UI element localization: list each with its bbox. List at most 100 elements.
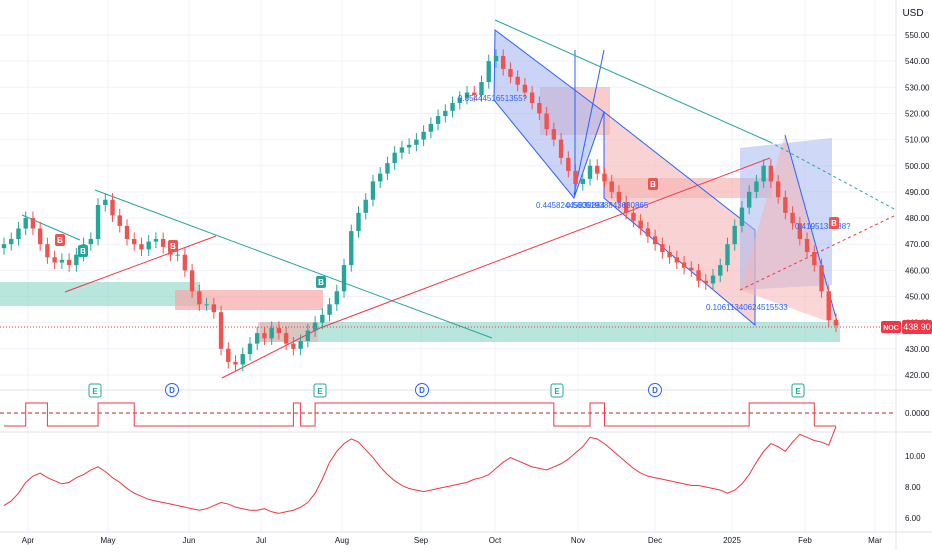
- candle-body[interactable]: [189, 270, 195, 292]
- candle-body[interactable]: [45, 244, 50, 258]
- candle-body[interactable]: [515, 76, 520, 85]
- candle-body[interactable]: [660, 244, 665, 253]
- candle-body[interactable]: [768, 165, 774, 182]
- candle-body[interactable]: [529, 92, 535, 103]
- candle-body[interactable]: [790, 212, 795, 224]
- candlestick-series[interactable]: [1, 49, 839, 372]
- candle-body[interactable]: [414, 139, 419, 145]
- candle-body[interactable]: [833, 320, 839, 326]
- candle-body[interactable]: [537, 102, 542, 114]
- candle-body[interactable]: [674, 257, 680, 263]
- candle-body[interactable]: [59, 259, 65, 263]
- candle-body[interactable]: [501, 55, 506, 69]
- candle-body[interactable]: [508, 68, 513, 77]
- candle-body[interactable]: [363, 199, 368, 213]
- candle-body[interactable]: [472, 92, 477, 96]
- candle-body[interactable]: [211, 304, 217, 313]
- candle-body[interactable]: [761, 165, 766, 182]
- candle-body[interactable]: [298, 340, 303, 349]
- candle-body[interactable]: [493, 55, 499, 62]
- candle-body[interactable]: [291, 343, 296, 349]
- candle-body[interactable]: [739, 207, 745, 226]
- candle-body[interactable]: [16, 228, 21, 239]
- candle-body[interactable]: [385, 163, 390, 174]
- candle-body[interactable]: [746, 191, 752, 208]
- candle-body[interactable]: [226, 348, 231, 362]
- candle-body[interactable]: [775, 181, 781, 198]
- candle-body[interactable]: [110, 199, 115, 216]
- candle-body[interactable]: [450, 102, 455, 111]
- candle-body[interactable]: [327, 304, 332, 315]
- candle-body[interactable]: [399, 147, 405, 153]
- candle-body[interactable]: [269, 327, 274, 339]
- candle-body[interactable]: [587, 165, 593, 179]
- candle-body[interactable]: [783, 197, 788, 213]
- candle-body[interactable]: [175, 254, 180, 256]
- candle-body[interactable]: [421, 131, 426, 140]
- candle-body[interactable]: [602, 173, 607, 182]
- candle-body[interactable]: [812, 252, 817, 266]
- candle-body[interactable]: [681, 262, 687, 268]
- candle-body[interactable]: [124, 225, 130, 239]
- candle-body[interactable]: [1, 244, 7, 249]
- candle-body[interactable]: [558, 139, 564, 158]
- candle-body[interactable]: [30, 218, 36, 229]
- candle-body[interactable]: [443, 110, 448, 117]
- earnings-badge[interactable]: E: [791, 383, 805, 398]
- candle-body[interactable]: [457, 97, 462, 103]
- candle-body[interactable]: [638, 220, 643, 229]
- candle-body[interactable]: [276, 327, 282, 334]
- earnings-badge[interactable]: E: [88, 383, 102, 398]
- candle-body[interactable]: [703, 280, 708, 284]
- candle-body[interactable]: [204, 304, 209, 306]
- candle-body[interactable]: [312, 322, 318, 331]
- candle-body[interactable]: [95, 204, 101, 239]
- candle-body[interactable]: [718, 265, 723, 276]
- candle-body[interactable]: [378, 173, 383, 182]
- candle-body[interactable]: [283, 333, 289, 344]
- candle-body[interactable]: [826, 291, 831, 321]
- candle-body[interactable]: [334, 291, 339, 305]
- candle-body[interactable]: [320, 314, 325, 323]
- candle-body[interactable]: [139, 244, 144, 250]
- time-axis[interactable]: Apr May Jun Jul Aug Sep Oct Nov Dec 2025 Feb Mar: [22, 536, 882, 545]
- candle-body[interactable]: [37, 228, 43, 245]
- candle-body[interactable]: [52, 257, 57, 263]
- candle-body[interactable]: [486, 61, 491, 83]
- candle-body[interactable]: [370, 181, 376, 200]
- candle-body[interactable]: [341, 265, 347, 292]
- candle-body[interactable]: [23, 218, 28, 229]
- candle-body[interactable]: [240, 354, 245, 365]
- candle-body[interactable]: [132, 238, 137, 245]
- candle-body[interactable]: [74, 254, 79, 266]
- candle-body[interactable]: [464, 92, 470, 98]
- candle-body[interactable]: [566, 157, 571, 171]
- candle-body[interactable]: [609, 181, 614, 192]
- candle-body[interactable]: [247, 343, 253, 355]
- candle-body[interactable]: [573, 170, 578, 185]
- dividend-badge[interactable]: D: [165, 383, 179, 397]
- candle-body[interactable]: [88, 238, 94, 245]
- candle-body[interactable]: [182, 254, 188, 271]
- candle-body[interactable]: [623, 202, 629, 213]
- candle-body[interactable]: [595, 165, 600, 174]
- price-axis[interactable]: USD 420.00430.00440.00450.00460.00470.00…: [902, 8, 930, 380]
- candle-body[interactable]: [580, 178, 585, 185]
- earnings-badge[interactable]: E: [550, 383, 564, 398]
- candle-body[interactable]: [262, 333, 267, 339]
- candle-body[interactable]: [645, 228, 651, 237]
- candle-body[interactable]: [631, 212, 636, 221]
- earnings-badge[interactable]: E: [313, 383, 327, 398]
- candle-body[interactable]: [66, 259, 72, 266]
- candle-body[interactable]: [819, 265, 824, 292]
- candle-body[interactable]: [103, 199, 108, 205]
- candle-body[interactable]: [435, 116, 441, 124]
- candle-body[interactable]: [233, 361, 238, 365]
- candle-body[interactable]: [428, 123, 434, 132]
- candle-body[interactable]: [349, 231, 354, 266]
- candle-body[interactable]: [652, 236, 658, 245]
- candle-body[interactable]: [732, 225, 737, 245]
- candle-body[interactable]: [255, 333, 260, 344]
- candle-body[interactable]: [754, 181, 759, 192]
